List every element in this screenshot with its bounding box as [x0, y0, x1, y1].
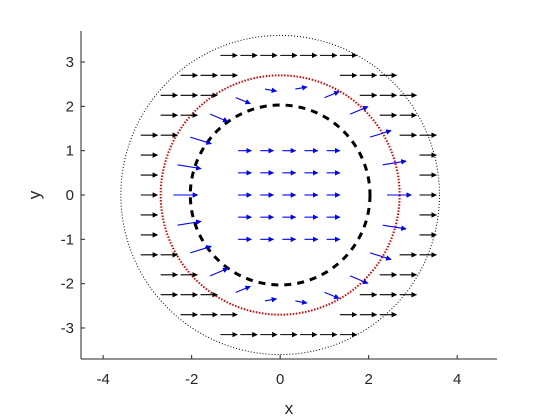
y-axis-label: y [25, 190, 44, 199]
y-tick-label: 1 [66, 143, 74, 160]
inner-boundary-circle [188, 103, 372, 287]
x-tick-label: 0 [276, 371, 284, 388]
ring-field-arrow [349, 106, 369, 115]
ring-field-arrow [177, 164, 202, 171]
y-tick-label: 2 [66, 98, 74, 115]
plot-area [120, 34, 440, 356]
y-tick-label: -2 [61, 276, 74, 293]
y-tick-label: 3 [66, 54, 74, 71]
ring-field-arrow [235, 285, 251, 293]
ring-field-arrow [369, 129, 392, 138]
ring-field-arrow [209, 267, 229, 277]
ring-field-arrow [382, 224, 407, 231]
x-tick-label: 2 [364, 371, 372, 388]
ring-field-arrow [324, 90, 340, 99]
ring-field-arrow [264, 297, 278, 303]
ring-field-arrow [190, 136, 212, 145]
ring-field-arrow [264, 87, 278, 93]
x-tick-label: -4 [96, 371, 109, 388]
ring-field-arrow [190, 245, 212, 254]
ring-field-arrow [369, 252, 392, 261]
ring-field-arrow [295, 299, 308, 305]
y-tick-label: -3 [61, 320, 74, 337]
ring-field-arrow [177, 219, 202, 226]
y-tick-label: 0 [66, 187, 74, 204]
ring-field-arrow [209, 113, 229, 123]
outer-boundary-circle [120, 34, 440, 356]
ring-field-arrow [235, 97, 251, 105]
y-tick-label: -1 [61, 231, 74, 248]
ring-field-arrow [295, 85, 308, 91]
ring-field-arrow [382, 159, 407, 166]
ring-field-arrow [324, 291, 340, 300]
x-axis-label: x [285, 399, 294, 418]
axes: -4 -2 0 2 4 -3 -2 -1 0 1 2 3 [61, 31, 497, 388]
x-tick-label: -2 [185, 371, 198, 388]
x-tick-label: 4 [453, 371, 461, 388]
ring-field-arrow [349, 275, 369, 284]
